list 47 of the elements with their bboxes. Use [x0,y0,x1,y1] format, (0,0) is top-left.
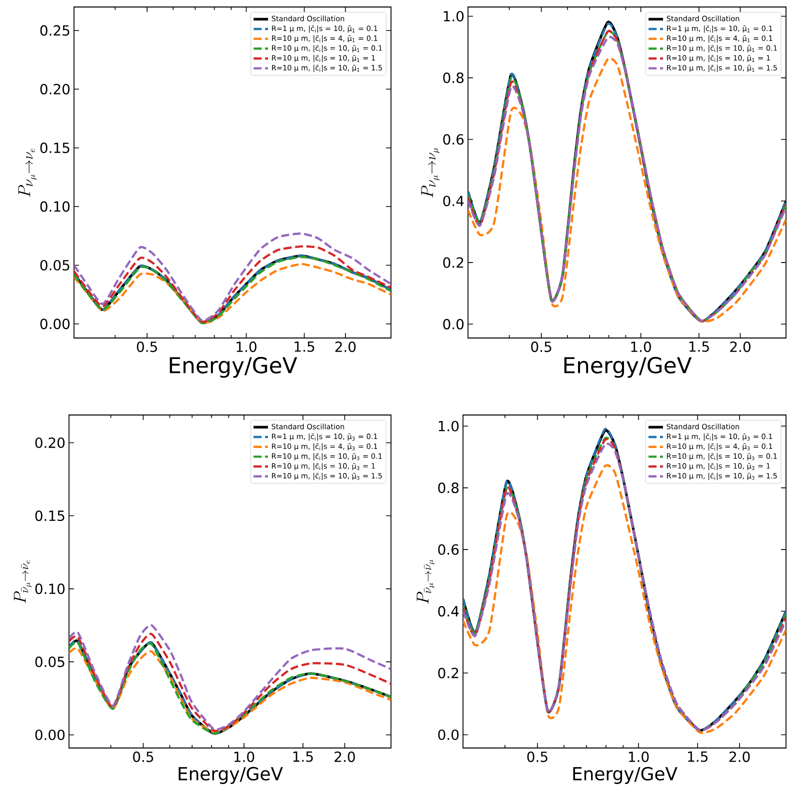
x-tick-label: 2.0 [334,752,355,762]
x-tick-label: 2.0 [730,342,750,352]
y-tick-label: 0.15 [35,510,64,522]
x-axis-title: Energy/GeV [170,356,298,378]
x-tick-label: 1.5 [294,342,314,352]
y-tick-label: 0.2 [443,257,464,268]
y-tick-label: 0.6 [438,544,459,555]
y-tick-label: 0.25 [40,25,70,36]
x-tick-label: 1.0 [236,342,256,352]
y-tick-label: 1.0 [444,10,464,22]
y-tick-label: 0.8 [443,72,464,84]
x-tick-label: 1.0 [631,342,651,352]
y-tick-label: 0.00 [35,730,65,740]
y-tick-label: 0.4 [443,196,464,206]
x-tick-label: 1.5 [688,752,708,762]
y-tick-label: 1.0 [438,420,459,432]
y-tick-label: 0.20 [40,84,70,94]
x-axis-title: Energy/GeV [573,766,678,784]
x-tick-label: 1.0 [234,752,254,762]
y-axis-title: $P_{\bar{\nu}_\mu \rightarrow \bar{\nu}_e}$ [14,560,32,604]
y-tick-label: 0.00 [40,318,70,330]
y-tick-label: 0.2 [438,668,458,678]
x-tick-label: 2.0 [335,342,356,352]
y-axis-title: $P_{\nu_\mu \rightarrow \nu_e}$ [18,148,37,197]
y-tick-label: 0.10 [40,201,70,212]
x-tick-label: 1.0 [628,752,649,762]
x-tick-label: 0.5 [527,752,548,762]
x-axis-title: Energy/GeV [564,356,692,378]
y-tick-label: 0.15 [40,142,70,154]
x-tick-label: 1.5 [293,752,313,762]
y-tick-label: 0.05 [35,656,64,668]
y-tick-label: 0.10 [35,584,65,594]
x-tick-label: 1.5 [689,342,709,352]
y-axis-title: $P_{\nu_\mu \rightarrow \nu_\mu}$ [421,148,440,198]
y-tick-label: 0.05 [40,260,70,270]
y-tick-label: 0.4 [438,606,459,617]
y-axis-title: $P_{\bar{\nu}_\mu \rightarrow \bar{\nu}_\mu}$ [416,560,435,604]
x-tick-label: 0.5 [531,342,552,352]
y-tick-label: 0.20 [35,437,65,448]
y-tick-label: 0.8 [438,482,459,494]
x-tick-label: 0.5 [136,342,157,352]
y-tick-label: 0.0 [438,729,459,740]
y-tick-label: 0.6 [443,134,464,145]
x-tick-label: 2.0 [729,752,750,762]
x-axis-title: Energy/GeV [178,766,283,784]
x-tick-label: 0.5 [133,752,154,762]
y-tick-label: 0.0 [443,318,464,330]
